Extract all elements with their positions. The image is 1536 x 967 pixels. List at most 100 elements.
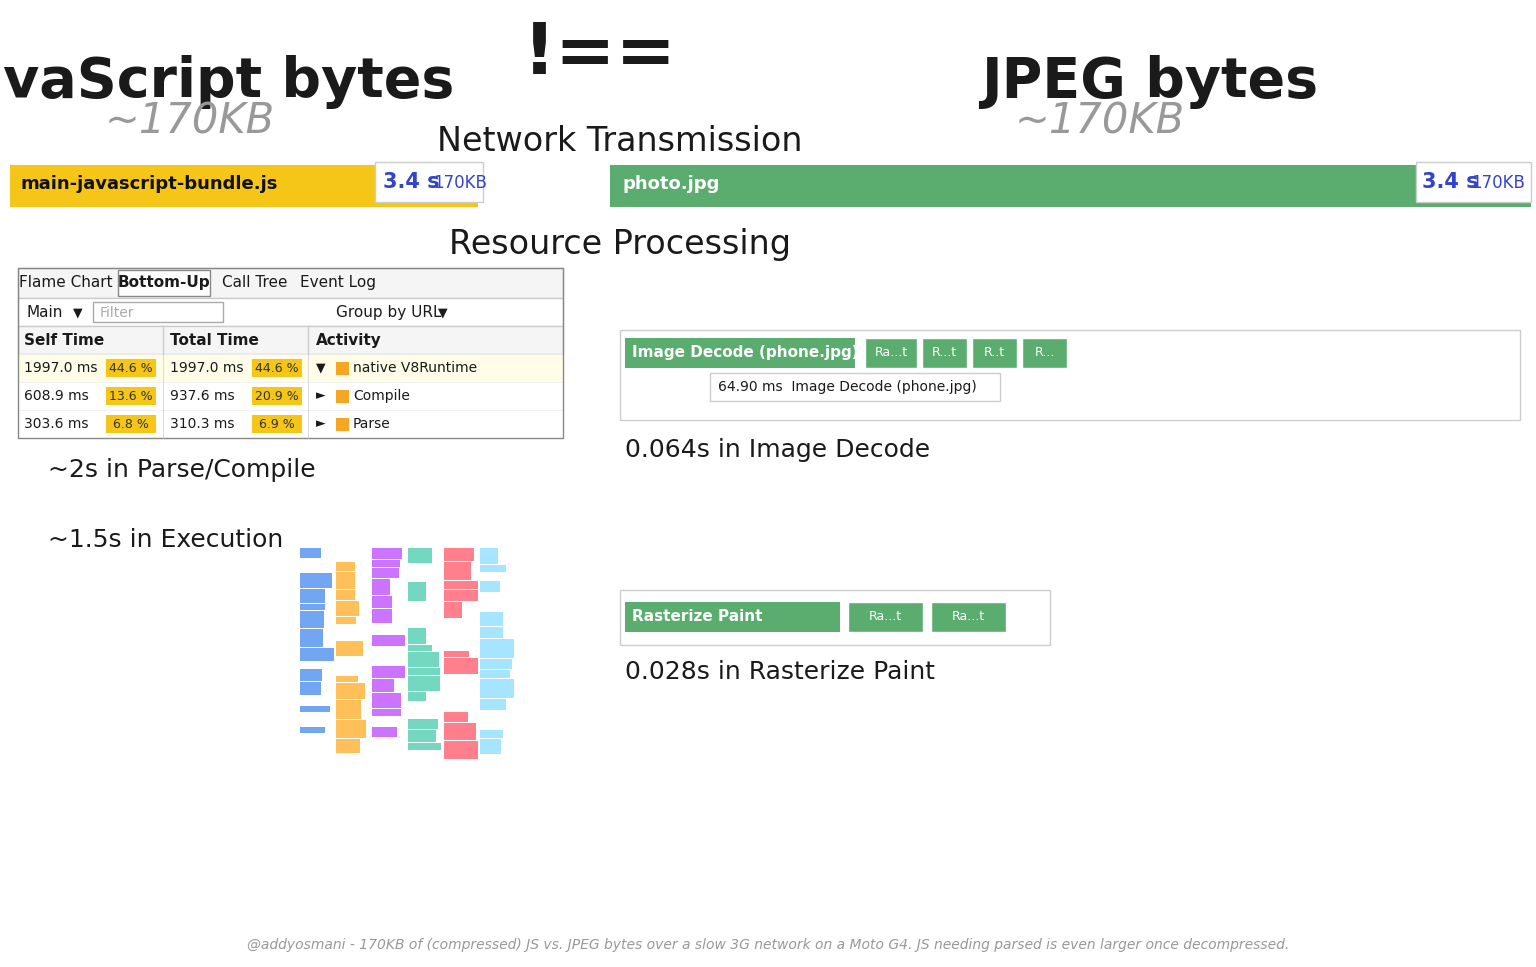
Text: ~1.5s in Execution: ~1.5s in Execution <box>48 528 283 552</box>
Bar <box>610 165 1531 207</box>
Text: 6.9 %: 6.9 % <box>260 418 295 431</box>
Bar <box>621 330 1521 420</box>
Text: main-javascript-bundle.js: main-javascript-bundle.js <box>20 175 278 193</box>
Text: native V8Runtime: native V8Runtime <box>353 361 478 375</box>
Text: Bottom-Up: Bottom-Up <box>118 275 210 290</box>
Bar <box>336 562 355 571</box>
Bar <box>300 727 326 733</box>
Bar <box>300 706 330 712</box>
Bar <box>621 590 1051 645</box>
Bar <box>444 651 468 657</box>
Bar <box>336 676 358 682</box>
Bar <box>300 589 326 603</box>
Bar <box>444 723 476 740</box>
Bar <box>972 338 1017 368</box>
Bar <box>372 568 399 578</box>
Text: ~2s in Parse/Compile: ~2s in Parse/Compile <box>48 458 315 482</box>
Text: 44.6 %: 44.6 % <box>109 362 152 375</box>
Bar <box>922 338 968 368</box>
Text: 1997.0 ms: 1997.0 ms <box>25 361 97 375</box>
Text: Network Transmission: Network Transmission <box>438 125 803 158</box>
Text: ►: ► <box>316 417 326 430</box>
Text: Self Time: Self Time <box>25 333 104 348</box>
Bar <box>479 730 502 738</box>
Bar <box>444 548 475 561</box>
Bar <box>18 268 564 438</box>
Text: Image Decode (phone.jpg): Image Decode (phone.jpg) <box>631 345 859 360</box>
Bar <box>444 602 462 618</box>
Bar <box>300 548 321 558</box>
Bar <box>372 679 395 692</box>
Text: 170KB: 170KB <box>1471 174 1525 192</box>
Bar <box>252 387 303 405</box>
Bar <box>931 602 1006 632</box>
Text: 170KB: 170KB <box>433 174 487 192</box>
Bar <box>409 548 432 563</box>
Bar <box>94 302 223 322</box>
Text: Compile: Compile <box>353 389 410 403</box>
Bar <box>336 683 366 699</box>
Bar <box>336 617 356 624</box>
Text: 1997.0 ms: 1997.0 ms <box>170 361 244 375</box>
Text: Flame Chart: Flame Chart <box>18 275 112 290</box>
Bar <box>409 645 432 651</box>
Bar <box>409 692 425 701</box>
Text: ▼: ▼ <box>74 306 83 319</box>
Text: 0.028s in Rasterize Paint: 0.028s in Rasterize Paint <box>625 660 935 684</box>
Bar <box>218 270 292 296</box>
Bar <box>372 693 401 708</box>
Text: 6.8 %: 6.8 % <box>114 418 149 431</box>
Text: Ra...t: Ra...t <box>951 610 985 623</box>
Text: !==: !== <box>522 20 677 89</box>
Text: 3.4 s: 3.4 s <box>1422 172 1479 192</box>
Bar <box>300 648 333 661</box>
Bar <box>300 629 323 647</box>
Bar <box>300 604 326 610</box>
Bar <box>18 298 564 326</box>
Text: photo.jpg: photo.jpg <box>622 175 719 193</box>
Bar <box>479 670 510 678</box>
Bar <box>252 359 303 377</box>
Text: ▼: ▼ <box>316 361 326 374</box>
Bar <box>106 387 157 405</box>
Bar <box>372 709 401 716</box>
Bar <box>18 268 564 298</box>
Bar <box>18 382 564 410</box>
Bar <box>409 628 425 644</box>
Text: 0.064s in Image Decode: 0.064s in Image Decode <box>625 438 931 462</box>
Bar <box>865 338 917 368</box>
Bar <box>479 699 505 710</box>
Bar <box>118 270 210 296</box>
Bar <box>1021 338 1068 368</box>
Bar <box>444 562 472 580</box>
Bar <box>106 415 157 433</box>
Text: Main: Main <box>26 305 63 320</box>
Bar <box>1416 162 1531 202</box>
Bar <box>479 679 515 698</box>
Bar <box>18 326 564 354</box>
Bar <box>300 669 323 681</box>
Bar <box>409 582 425 601</box>
Bar <box>22 270 111 296</box>
Text: 608.9 ms: 608.9 ms <box>25 389 89 403</box>
Bar <box>336 590 355 600</box>
Bar <box>444 712 468 722</box>
Text: ►: ► <box>316 389 326 402</box>
Bar <box>479 739 501 754</box>
Bar <box>300 682 321 695</box>
Text: JPEG bytes: JPEG bytes <box>982 55 1318 109</box>
Text: 310.3 ms: 310.3 ms <box>170 417 235 431</box>
Text: Activity: Activity <box>316 333 382 348</box>
Text: 44.6 %: 44.6 % <box>255 362 300 375</box>
Bar <box>444 581 478 589</box>
Bar <box>11 165 478 207</box>
Bar <box>300 573 332 588</box>
Text: ~170KB: ~170KB <box>1015 100 1186 142</box>
Bar <box>710 373 1000 401</box>
Bar <box>625 338 856 368</box>
Text: R...t: R...t <box>932 346 957 359</box>
Bar <box>444 590 478 601</box>
Text: 64.90 ms  Image Decode (phone.jpg): 64.90 ms Image Decode (phone.jpg) <box>717 380 977 394</box>
Bar <box>298 270 378 296</box>
Bar <box>409 676 439 691</box>
